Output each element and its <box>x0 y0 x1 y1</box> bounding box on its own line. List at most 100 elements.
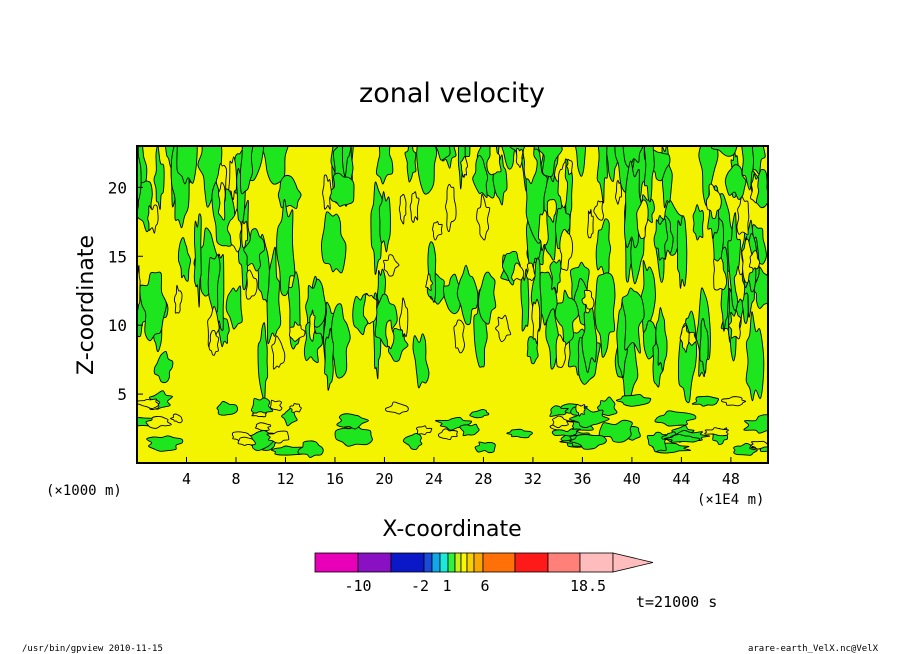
colorbar-swatch <box>423 552 433 573</box>
contour-region <box>289 403 302 413</box>
colorbar-swatch <box>431 552 441 573</box>
contour-region <box>552 415 569 429</box>
x-tick-label: 44 <box>672 470 690 488</box>
x-tick-label: 8 <box>231 470 240 488</box>
contour-region <box>515 147 524 168</box>
contour-region <box>271 335 286 370</box>
contour-region <box>322 174 332 210</box>
contour-region <box>207 254 221 316</box>
contour-region <box>469 408 490 419</box>
contour-region <box>704 427 729 437</box>
contour-region <box>288 321 306 342</box>
contour-region <box>460 156 468 178</box>
contour-region <box>705 183 722 220</box>
contour-region <box>245 269 258 300</box>
contour-region <box>555 334 567 368</box>
contour-region <box>334 425 373 447</box>
contour-region <box>147 204 159 234</box>
contour-region <box>750 173 760 204</box>
x-unit-right-label: (×1E4 m) <box>697 492 764 508</box>
colorbar-swatch <box>579 552 614 573</box>
x-tick-label: 28 <box>474 470 492 488</box>
contour-region <box>225 285 243 330</box>
contour-region <box>538 146 563 178</box>
time-label: t=21000 s <box>636 593 717 611</box>
contour-region <box>546 199 557 223</box>
colorbar-label: 6 <box>480 577 489 595</box>
colorbar-swatch <box>460 552 468 573</box>
contour-region <box>384 401 409 415</box>
contour-region <box>549 405 569 417</box>
contour-region <box>593 200 604 221</box>
colorbar-swatch <box>466 552 475 573</box>
contour-region <box>415 425 433 435</box>
contour-region <box>474 441 496 454</box>
contour-region <box>193 213 202 308</box>
colorbar-extend-arrow <box>612 552 654 573</box>
contour-region <box>228 156 237 200</box>
contour-region <box>691 395 720 407</box>
colorbar-swatch <box>439 552 449 573</box>
contour-region <box>596 146 608 204</box>
x-tick-label: 40 <box>623 470 641 488</box>
contour-region <box>575 403 586 417</box>
contour-region <box>598 419 633 443</box>
x-tick-label: 24 <box>425 470 443 488</box>
contour-region <box>177 237 191 282</box>
chart-title: zonal velocity <box>359 78 545 109</box>
contour-region <box>254 422 272 432</box>
footer-right: arare-earth_VelX.nc@VelX <box>748 644 879 654</box>
contour-region <box>477 271 497 325</box>
contour-region <box>749 146 766 175</box>
contour-region <box>324 327 334 391</box>
contour-region <box>459 423 480 437</box>
contour-region <box>153 350 174 384</box>
contour-region <box>621 287 645 354</box>
y-axis-ticks: 5 10 15 20 <box>108 178 143 404</box>
contour-region <box>336 413 369 430</box>
contour-region <box>636 199 649 240</box>
y-tick-label: 10 <box>108 316 127 335</box>
contour-region <box>526 262 536 282</box>
contour-region <box>710 146 738 157</box>
contour-region <box>378 191 391 253</box>
x-unit-label: (×1000 m) <box>46 483 122 499</box>
contour-region <box>456 264 479 326</box>
colorbar-labels: -10 -2 1 6 18.5 <box>344 577 606 595</box>
contour-region <box>741 238 754 284</box>
contour-region <box>538 210 549 252</box>
colorbar-swatch <box>514 552 549 573</box>
contour-region <box>305 278 327 329</box>
contour-region <box>643 146 655 203</box>
contour-region <box>240 146 254 195</box>
contour-region <box>146 435 184 452</box>
contour-region <box>251 411 267 418</box>
colorbar-swatch <box>473 552 484 573</box>
contour-region <box>476 193 491 241</box>
footer-left: /usr/bin/gpview 2010-11-15 <box>22 644 163 654</box>
contour-region <box>216 400 238 416</box>
contour-region <box>615 394 652 407</box>
contour-region <box>733 266 746 303</box>
contour-region <box>557 161 569 208</box>
colorbar-label: -2 <box>411 577 429 595</box>
plot-frame <box>136 145 769 464</box>
y-tick-label: 15 <box>108 247 127 266</box>
x-tick-label: 32 <box>524 470 542 488</box>
contour-region <box>506 428 533 439</box>
contour-region <box>676 215 688 289</box>
contour-region <box>412 333 430 389</box>
x-tick-label: 16 <box>326 470 344 488</box>
contour-region <box>594 272 616 358</box>
contour-region <box>398 193 407 225</box>
contour-region <box>409 191 420 223</box>
x-tick-label: 12 <box>276 470 294 488</box>
contour-region <box>139 271 167 342</box>
x-tick-label: 20 <box>375 470 393 488</box>
contour-region <box>728 309 742 340</box>
contour-region <box>554 289 579 346</box>
contour-region <box>309 309 316 342</box>
contour-region <box>568 407 610 429</box>
contour-region <box>438 428 458 441</box>
